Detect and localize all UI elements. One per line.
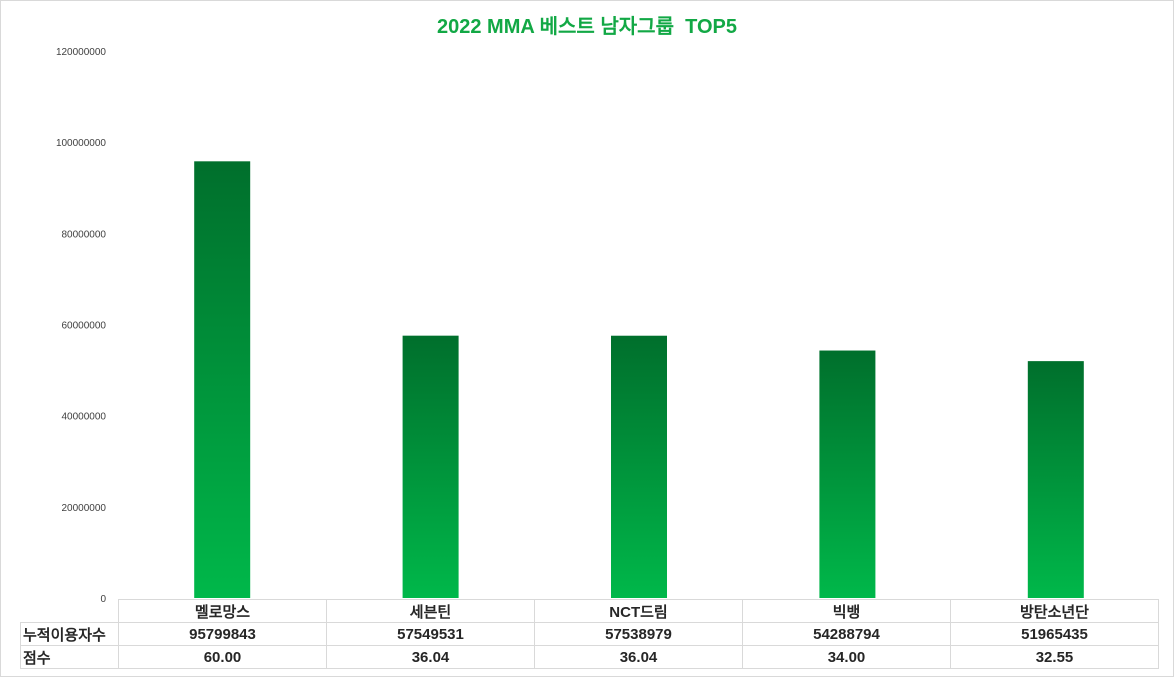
y-tick-label: 120000000 [56, 47, 106, 58]
table-cell: 54288794 [742, 622, 951, 646]
table-corner [20, 599, 119, 623]
y-tick-label: 40000000 [62, 412, 107, 423]
table-cell: 34.00 [742, 645, 951, 669]
table-cell: 60.00 [118, 645, 327, 669]
table-cell: 36.04 [326, 645, 535, 669]
chart-title: 2022 MMA 베스트 남자그룹 TOP5 [437, 16, 737, 38]
table-cell: 57538979 [534, 622, 743, 646]
row-header-score: 점수 [20, 645, 119, 669]
bar-4 [819, 350, 876, 598]
y-axis: 0200000004000000060000000800000001000000… [56, 47, 107, 605]
y-tick-label: 80000000 [62, 229, 107, 240]
bar-5 [1027, 361, 1084, 598]
table-cell: 51965435 [950, 622, 1159, 646]
category-label: 방탄소년단 [950, 599, 1159, 623]
bar-3 [611, 335, 667, 598]
category-label: 빅뱅 [742, 599, 951, 623]
category-label: NCT드림 [534, 599, 743, 623]
y-tick-label: 100000000 [56, 138, 106, 149]
data-table: 멜로망스 세븐틴 NCT드림 빅뱅 방탄소년단 누적이용자수 95799843 … [20, 599, 1159, 669]
bar-2 [402, 335, 459, 598]
category-row: 멜로망스 세븐틴 NCT드림 빅뱅 방탄소년단 [20, 599, 1159, 623]
y-tick-label: 20000000 [62, 503, 107, 514]
table-cell: 57549531 [326, 622, 535, 646]
table-cell: 95799843 [118, 622, 327, 646]
table-row: 점수 60.00 36.04 36.04 34.00 32.55 [20, 645, 1159, 669]
table-cell: 32.55 [950, 645, 1159, 669]
table-row: 누적이용자수 95799843 57549531 57538979 542887… [20, 622, 1159, 646]
bar-1 [194, 161, 251, 598]
row-header-users: 누적이용자수 [20, 622, 119, 646]
y-tick-label: 60000000 [62, 321, 107, 332]
bars [194, 161, 1084, 598]
category-label: 멜로망스 [118, 599, 327, 623]
table-cell: 36.04 [534, 645, 743, 669]
category-label: 세븐틴 [326, 599, 535, 623]
